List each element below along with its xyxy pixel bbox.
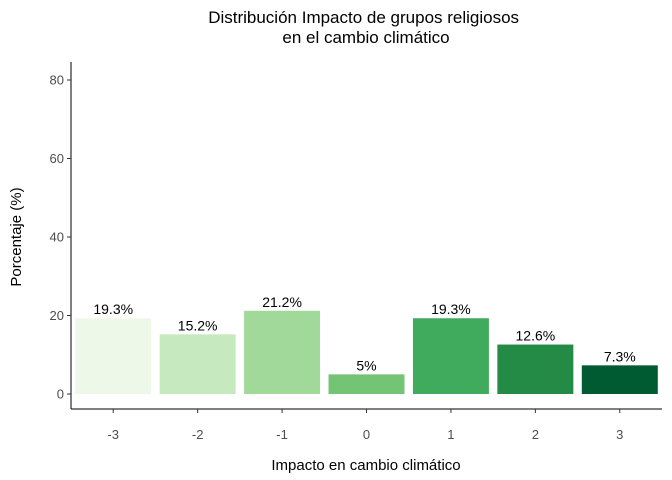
x-axis-ticks: -3 -2 -1 0 1 2 3: [107, 409, 623, 442]
x-tick-label--2: -2: [192, 427, 204, 442]
bar--1: [244, 310, 321, 394]
bar-2: [497, 344, 574, 394]
data-label--1: 21.2%: [262, 294, 302, 310]
y-tick-label-40: 40: [50, 230, 64, 245]
y-tick-label-80: 80: [50, 73, 64, 88]
data-label-2: 12.6%: [516, 328, 556, 344]
y-tick-label-60: 60: [50, 151, 64, 166]
y-axis-ticks: 0 20 40 60 80: [50, 73, 71, 402]
plot-area: 19.3% 15.2% 21.2% 5% 19.3% 12.6% 7.3%: [75, 294, 658, 394]
y-axis-title: Porcentaje (%): [8, 187, 25, 286]
data-label--2: 15.2%: [178, 317, 218, 333]
bar--3: [75, 318, 152, 394]
data-labels: 19.3% 15.2% 21.2% 5% 19.3% 12.6% 7.3%: [93, 294, 635, 374]
x-tick-label-0: 0: [363, 427, 370, 442]
x-tick-label--1: -1: [276, 427, 288, 442]
data-label-1: 19.3%: [431, 301, 471, 317]
bar--2: [159, 334, 236, 394]
x-tick-label-3: 3: [616, 427, 623, 442]
chart-title: Distribución Impacto de grupos religioso…: [208, 8, 524, 47]
x-tick-label--3: -3: [107, 427, 119, 442]
x-tick-label-2: 2: [532, 427, 539, 442]
data-label-0: 5%: [356, 357, 376, 373]
bars: [75, 310, 658, 394]
bar-1: [412, 318, 489, 394]
y-tick-label-0: 0: [57, 387, 64, 402]
bar-0: [328, 374, 405, 394]
chart-title-line-1: Distribución Impacto de grupos religioso…: [208, 8, 519, 27]
x-axis-title: Impacto en cambio climático: [271, 457, 460, 474]
y-tick-label-20: 20: [50, 308, 64, 323]
data-label-3: 7.3%: [604, 348, 636, 364]
x-tick-label-1: 1: [447, 427, 454, 442]
chart-title-line-2: en el cambio climático: [282, 28, 449, 47]
bar-3: [581, 365, 658, 394]
data-label--3: 19.3%: [93, 301, 133, 317]
